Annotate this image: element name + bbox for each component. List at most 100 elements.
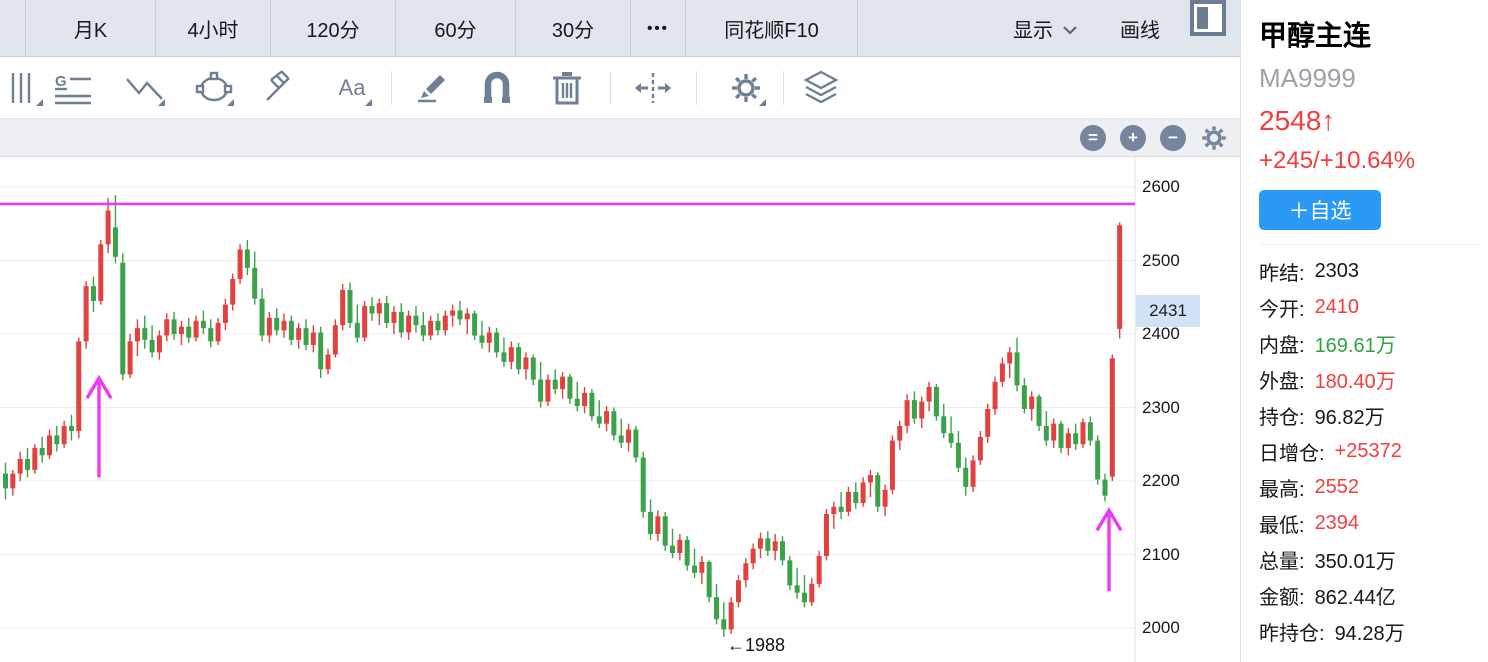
candle-body	[17, 458, 23, 474]
text-tool-icon[interactable]: Aa	[329, 65, 375, 111]
candle-body	[919, 401, 925, 419]
candle-body	[340, 289, 346, 326]
layers-icon[interactable]	[798, 65, 844, 111]
tab-partial[interactable]	[0, 0, 26, 56]
stat-open: 今开: 2410	[1259, 295, 1360, 321]
candle-body	[354, 322, 360, 338]
gann-lines-icon[interactable]: G	[50, 65, 96, 111]
display-menu[interactable]: 显示	[1013, 0, 1078, 56]
candle-body	[134, 328, 140, 342]
candle-body	[640, 457, 646, 512]
candle-body	[288, 320, 294, 340]
stat-inner-volume: 内盘: 169.61万	[1259, 334, 1396, 357]
tab-120min[interactable]: 120分	[271, 0, 396, 56]
toolbar-divider	[696, 71, 697, 105]
chart-canvas[interactable]: ←1988	[0, 157, 1240, 662]
zoom-out-button[interactable]: −	[1160, 124, 1186, 151]
draw-line-button[interactable]: 画线	[1120, 0, 1160, 56]
settings-icon[interactable]	[723, 65, 769, 111]
candle-body	[208, 328, 214, 342]
stat-high: 最高: 2552	[1259, 475, 1360, 501]
candle-body	[736, 580, 741, 603]
y-axis-label: 2100	[1142, 544, 1180, 564]
magnet-icon[interactable]	[474, 65, 520, 111]
candle-body	[889, 440, 895, 490]
candle-body	[1065, 433, 1071, 448]
stat-total-volume: 总量: 350.01万	[1259, 550, 1396, 573]
candle-body	[39, 447, 45, 456]
pencil-icon[interactable]	[408, 65, 454, 111]
candle-body	[112, 227, 118, 257]
price-badge: 2431	[1136, 295, 1200, 327]
candle-body	[699, 561, 705, 573]
panel-toggle-icon[interactable]	[1190, 0, 1226, 36]
candle-body	[875, 475, 881, 507]
toolbar-divider	[783, 71, 784, 105]
candle-body	[567, 376, 573, 399]
more-periods-button[interactable]: •••	[631, 0, 686, 56]
stat-prev-oi: 昨持仓: 94.28万	[1259, 622, 1405, 645]
candle-body	[692, 565, 698, 573]
candle-body	[1029, 396, 1035, 409]
add-watchlist-button[interactable]: ＋自选	[1259, 190, 1381, 230]
candle-body	[838, 506, 844, 512]
candle-body	[230, 278, 236, 305]
candle-body	[1058, 423, 1064, 448]
candle-body	[963, 467, 969, 487]
candle-body	[164, 319, 170, 336]
tab-30min[interactable]: 30分	[516, 0, 631, 56]
candle-body	[523, 357, 529, 370]
candle-body	[3, 473, 8, 489]
tab-60min[interactable]: 60分	[396, 0, 516, 56]
candle-body	[442, 315, 448, 331]
tab-4hour[interactable]: 4小时	[156, 0, 271, 56]
vertical-lines-icon[interactable]	[0, 65, 46, 111]
candle-body	[684, 539, 690, 566]
candle-body	[538, 379, 544, 402]
candle-body	[655, 516, 661, 534]
candle-body	[274, 317, 280, 331]
zigzag-icon[interactable]	[122, 65, 168, 111]
candle-body	[845, 492, 851, 512]
collapse-button[interactable]: =	[1080, 124, 1106, 151]
candle-body	[237, 249, 243, 279]
candle-body	[714, 597, 720, 620]
candle-body	[933, 386, 939, 417]
candle-body	[604, 411, 610, 424]
candle-body	[728, 602, 734, 630]
candlestick-chart[interactable]: ←1988 2600 2500 2400 2300 2200 2100 2000 2431	[0, 157, 1240, 662]
quote-panel: 甲醇主连 MA9999 2548↑ +245/+10.64% ＋自选 昨结: 23…	[1240, 0, 1488, 662]
candle-body	[215, 322, 221, 342]
candle-body	[787, 560, 793, 586]
instrument-name: 甲醇主连	[1259, 20, 1372, 51]
candle-body	[222, 304, 228, 323]
candle-body	[1051, 423, 1057, 441]
gear-icon[interactable]	[1200, 124, 1228, 152]
candle-body	[867, 475, 873, 483]
candle-body	[757, 538, 763, 549]
split-adjust-icon[interactable]	[630, 65, 676, 111]
candle-body	[98, 244, 104, 301]
tab-ths-f10[interactable]: 同花顺F10	[686, 0, 858, 56]
candle-body	[252, 267, 258, 299]
tab-month-k[interactable]: 月K	[26, 0, 156, 56]
candle-body	[296, 328, 302, 340]
candle-body	[677, 539, 683, 554]
candle-body	[831, 506, 837, 515]
ellipse-shape-icon[interactable]	[191, 65, 237, 111]
candle-body	[450, 310, 456, 316]
candle-body	[596, 416, 602, 424]
svg-text:G: G	[55, 73, 67, 90]
candle-body	[574, 398, 580, 407]
pitchfork-icon[interactable]	[255, 65, 301, 111]
candle-body	[83, 286, 89, 342]
instrument-code: MA9999	[1259, 63, 1356, 93]
trash-icon[interactable]	[544, 65, 590, 111]
chart-pane: 月K 4小时 120分 60分 30分 ••• 同花顺F10 显示 画线	[0, 0, 1240, 662]
up-arrow-head	[85, 374, 113, 399]
zoom-in-button[interactable]: +	[1120, 124, 1146, 151]
candle-body	[530, 357, 536, 380]
stat-turnover: 金额: 862.44亿	[1259, 586, 1396, 609]
candle-body	[1073, 433, 1079, 445]
